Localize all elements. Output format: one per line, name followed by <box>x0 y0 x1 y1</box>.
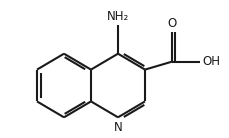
Text: N: N <box>113 121 122 134</box>
Text: OH: OH <box>202 55 219 68</box>
Text: NH₂: NH₂ <box>106 10 128 23</box>
Text: O: O <box>167 17 176 30</box>
